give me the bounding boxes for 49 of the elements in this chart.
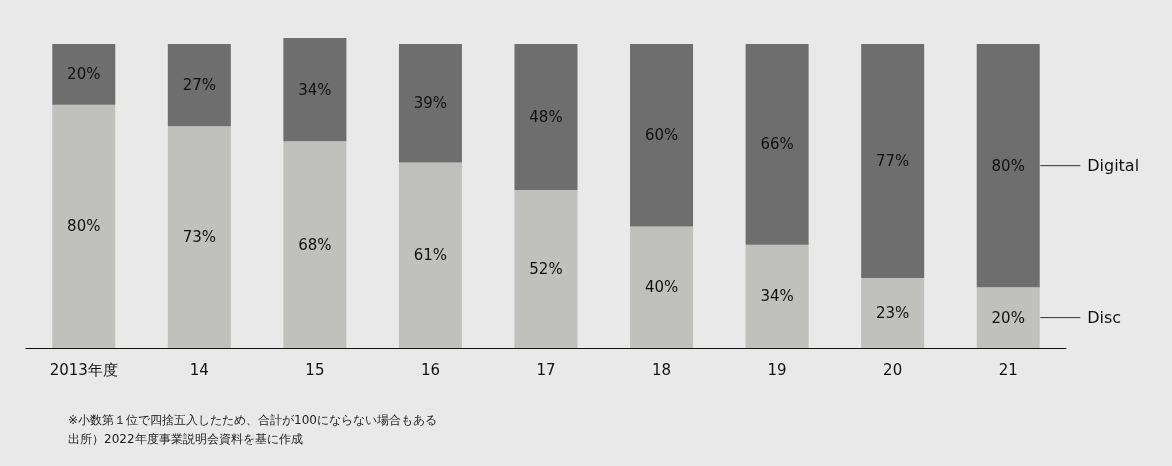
data-label: 34% (298, 80, 332, 99)
data-label: 66% (760, 135, 794, 154)
bar (167, 44, 231, 127)
data-label: 52% (529, 259, 563, 278)
bar (514, 44, 578, 190)
data-label: 48% (529, 108, 563, 127)
bar (630, 226, 694, 348)
bar (861, 44, 925, 279)
bar (167, 126, 231, 348)
data-label: 77% (875, 152, 910, 171)
text: ※小数第１位で四捨五入したため、合計が100にならない場合もある (68, 413, 437, 427)
x-tick-label: 2013年度 (49, 360, 118, 379)
data-label: 80% (991, 156, 1025, 175)
data-label: 20% (991, 308, 1025, 327)
x-tick-label: 18 (652, 360, 672, 379)
data-label: 73% (182, 228, 217, 247)
text: Disc (1087, 308, 1122, 328)
text: Digital (1087, 156, 1140, 176)
data-label: 39% (413, 94, 448, 113)
data-label: 20% (67, 65, 101, 84)
data-label: 40% (644, 278, 679, 297)
data-label: 60% (644, 126, 679, 145)
bar (52, 104, 116, 348)
x-tick-label: 16 (420, 360, 440, 379)
text: 出所）2022年度事業説明会資料を基に作成 (68, 432, 303, 446)
bar (976, 44, 1040, 288)
data-label: 27% (182, 76, 217, 95)
x-tick-label: 20 (883, 360, 903, 379)
bar (52, 44, 116, 105)
bar (745, 44, 809, 245)
data-label: 61% (413, 246, 448, 265)
bar (398, 162, 462, 348)
bar (630, 44, 694, 227)
bar (745, 244, 809, 348)
bar (283, 141, 347, 348)
data-label: 23% (875, 304, 910, 323)
data-label: 68% (298, 235, 332, 254)
data-label: 80% (67, 217, 101, 236)
x-tick-label: 15 (305, 360, 325, 379)
x-tick-label: 21 (998, 360, 1018, 379)
x-tick-label: 19 (767, 360, 787, 379)
bar (976, 287, 1040, 348)
bar (514, 189, 578, 348)
bar (861, 278, 925, 348)
x-tick-label: 14 (189, 360, 209, 379)
x-tick-label: 17 (536, 360, 556, 379)
bar (283, 38, 347, 142)
data-label: 34% (760, 287, 794, 306)
bar (398, 44, 462, 163)
